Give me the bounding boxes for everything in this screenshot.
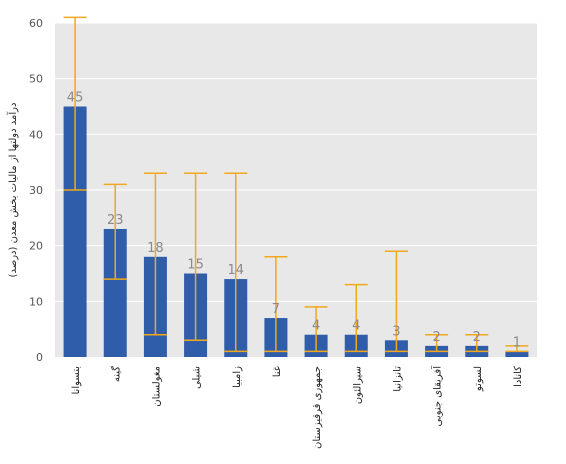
category-label: جمهوری قرقیزستان: [312, 366, 323, 449]
category-label: مغولستان: [151, 366, 162, 407]
y-tick-label: 50: [29, 73, 43, 86]
category-labels: بتسوانا گینه مغولستان شیلی زامبیا غنا جمهوری ق…: [71, 365, 524, 449]
bar: [103, 228, 127, 357]
category-label: شیلی: [192, 366, 203, 389]
bar: [63, 106, 87, 357]
data-label: 2: [473, 330, 481, 345]
y-tick-label: 10: [29, 295, 43, 308]
data-labels: 45 23 18 15 14 7 4 4 3 2 2 1: [67, 91, 521, 351]
y-tick-label: 60: [29, 17, 43, 30]
data-label: 7: [272, 302, 280, 317]
data-label: 2: [432, 330, 440, 345]
y-axis-label: درآمد دولتها از مالیات بخش معدن (درصد): [6, 103, 19, 278]
data-label: 45: [67, 91, 84, 106]
category-label: آفریقای جنوبی: [431, 365, 444, 427]
category-label: گینه: [110, 366, 122, 382]
data-label: 4: [352, 319, 360, 334]
data-label: 14: [227, 263, 244, 278]
category-label: سیرالئون: [352, 366, 363, 404]
y-tick-label: 20: [29, 240, 43, 253]
category-label: کانادا: [513, 366, 524, 387]
data-label: 4: [312, 319, 320, 334]
category-label: زامبیا: [232, 366, 243, 388]
y-axis-ticks: 0 10 20 30 40 50 60: [29, 17, 43, 364]
error-bars: [63, 16, 529, 353]
data-label: 23: [107, 213, 124, 228]
y-tick-label: 40: [29, 128, 43, 141]
y-tick-label: 0: [36, 351, 43, 364]
data-label: 18: [147, 241, 164, 256]
category-label: بتسوانا: [71, 366, 82, 395]
bar: [505, 351, 529, 357]
grid-lines: [55, 22, 537, 302]
category-label: تانزانیا: [392, 366, 403, 392]
data-label: 3: [392, 324, 400, 339]
y-tick-label: 30: [29, 184, 43, 197]
data-label: 15: [187, 258, 204, 273]
category-label: غنا: [272, 366, 283, 377]
data-label: 1: [513, 335, 521, 350]
category-label: لسوتو: [473, 366, 484, 392]
